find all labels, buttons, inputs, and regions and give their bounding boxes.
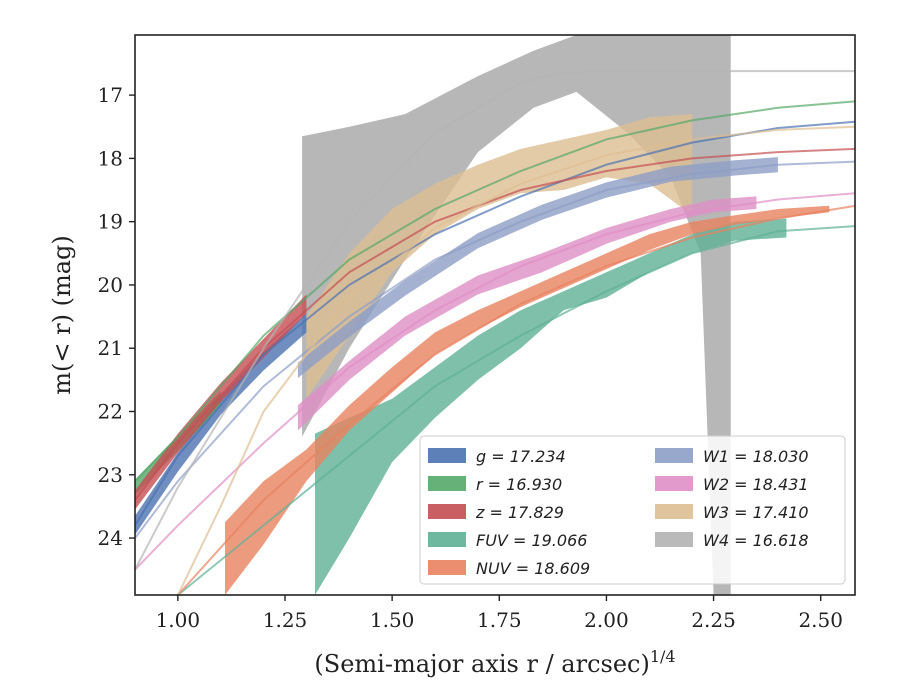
y-tick-label: 22: [98, 399, 123, 423]
model-curve-fuv: [177, 225, 855, 595]
x-axis-label: (Semi-major axis r / arcsec)1/4: [314, 647, 675, 678]
legend: g = 17.234 r = 16.930 z = 17.829 FUV = 19.0…: [419, 435, 846, 585]
legend-box: [419, 435, 846, 585]
legend-label: FUV = 19.066: [476, 531, 587, 550]
model-curve-w2: [135, 192, 855, 571]
legend-label: r = 16.930: [476, 475, 562, 494]
legend-label: W4 = 16.618: [703, 531, 809, 550]
x-tick-label: 1.75: [477, 608, 522, 632]
legend-swatch: [428, 504, 466, 519]
x-tick-label: 2.25: [691, 608, 736, 632]
legend-label: g = 17.234: [476, 447, 566, 466]
y-tick-label: 24: [98, 526, 123, 550]
legend-swatch: [655, 448, 693, 463]
legend-swatch: [428, 560, 466, 575]
band-w3: [306, 114, 693, 399]
y-tick-label: 19: [98, 210, 123, 234]
model-curve-r: [135, 100, 855, 482]
legend-swatch: [428, 532, 466, 547]
axis-ticks: 1.00 1.25 1.50 1.75 2.00 2.25 2.50 17 18 19 20 21 22…: [98, 83, 843, 632]
legend-label: W2 = 18.431: [703, 475, 809, 494]
plot-area: [135, 35, 855, 595]
x-tick-label: 2.00: [584, 608, 629, 632]
legend-label: z = 17.829: [475, 503, 564, 522]
legend-swatch: [655, 504, 693, 519]
model-curve-w3: [176, 125, 855, 595]
x-tick-label: 1.00: [156, 608, 201, 632]
y-tick-label: 21: [98, 336, 123, 360]
model-curve-w4: [135, 70, 855, 571]
y-tick-label: 18: [98, 146, 123, 170]
legend-swatch: [428, 476, 466, 491]
band-w4: [302, 35, 731, 595]
y-tick-label: 23: [98, 463, 123, 487]
y-tick-label: 20: [98, 273, 123, 297]
band-g: [135, 313, 307, 535]
model-curve-w1: [135, 160, 855, 539]
y-tick-label: 17: [98, 83, 123, 107]
legend-swatch: [655, 476, 693, 491]
legend-label: W1 = 18.030: [703, 447, 809, 466]
x-tick-label: 1.25: [263, 608, 308, 632]
model-curve-nuv: [177, 204, 855, 595]
legend-swatch: [428, 448, 466, 463]
x-tick-label: 2.50: [798, 608, 843, 632]
x-tick-label: 1.50: [370, 608, 415, 632]
y-axis-label: m(< r) (mag): [48, 235, 76, 394]
plot-frame: [134, 34, 856, 596]
legend-swatch: [655, 532, 693, 547]
legend-label: W3 = 17.410: [703, 503, 809, 522]
legend-label: NUV = 18.609: [476, 559, 590, 578]
